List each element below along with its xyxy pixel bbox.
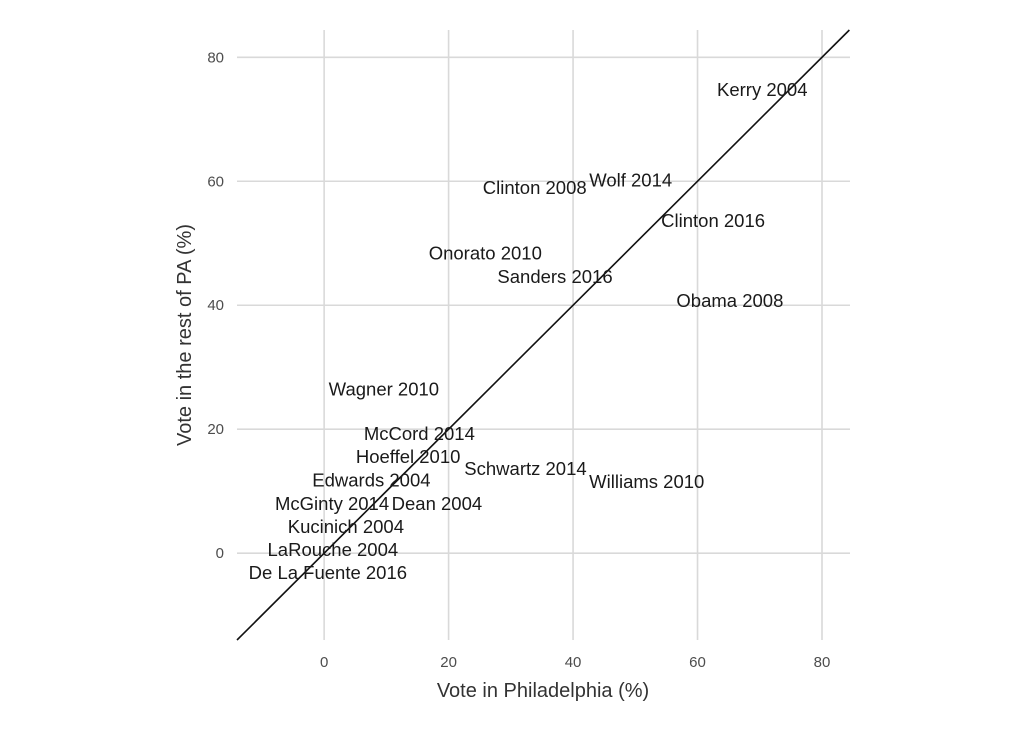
x-tick-label: 60	[689, 654, 706, 671]
x-tick-label: 40	[565, 654, 582, 671]
tick-labels: 0 20 40 60 80 0 20 40 60 80	[207, 49, 830, 671]
x-tick-label: 80	[814, 654, 831, 671]
point-label: Clinton 2016	[661, 210, 765, 231]
x-axis-title: Vote in Philadelphia (%)	[437, 680, 649, 702]
point-label: Kucinich 2004	[288, 516, 404, 537]
point-label: McGinty 2014	[275, 493, 389, 514]
point-label: McCord 2014	[364, 423, 475, 444]
point-label: Kerry 2004	[717, 79, 808, 100]
y-axis-title: Vote in the rest of PA (%)	[174, 224, 196, 446]
y-tick-label: 80	[207, 49, 224, 66]
point-label: Hoeffel 2010	[356, 446, 461, 467]
y-tick-label: 40	[207, 297, 224, 314]
point-label: Wolf 2014	[589, 170, 672, 191]
y-tick-label: 0	[216, 545, 224, 562]
point-label: Obama 2008	[676, 290, 783, 311]
point-label: Onorato 2010	[429, 242, 542, 263]
point-label: De La Fuente 2016	[249, 562, 407, 583]
reference-line-group	[236, 29, 850, 641]
x-tick-label: 20	[440, 654, 457, 671]
point-label: Sanders 2016	[497, 266, 612, 287]
point-label: Williams 2010	[589, 471, 704, 492]
gridlines	[237, 30, 850, 640]
x-tick-label: 0	[320, 654, 328, 671]
y-tick-label: 20	[207, 421, 224, 438]
reference-line-y-equals-x	[236, 29, 850, 641]
point-label: Wagner 2010	[329, 378, 439, 399]
point-label: Clinton 2008	[483, 177, 587, 198]
point-label: Edwards 2004	[312, 469, 430, 490]
point-label: Schwartz 2014	[464, 458, 586, 479]
point-label: LaRouche 2004	[268, 539, 399, 560]
point-label: Dean 2004	[392, 493, 483, 514]
y-tick-label: 60	[207, 173, 224, 190]
